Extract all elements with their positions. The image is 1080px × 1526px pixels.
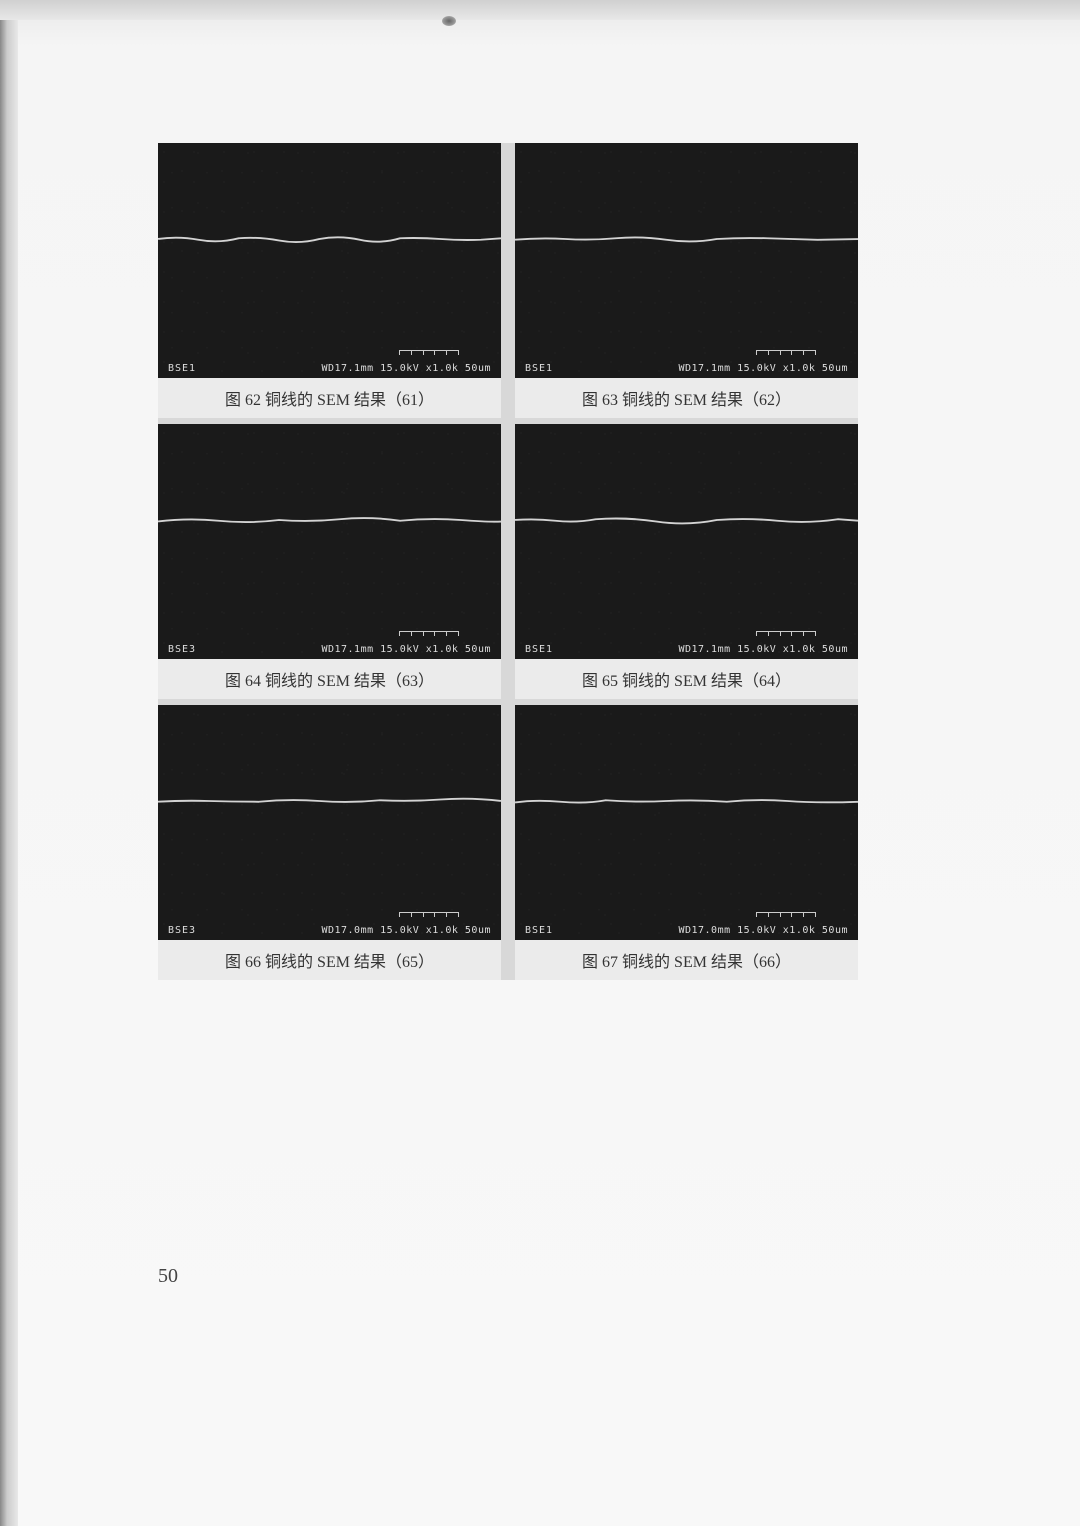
page-top-shadow [0,0,1080,20]
sem-scalebar [756,912,816,918]
sem-image: BSE3 WD17.1mm 15.0kV x1.0k 50um [158,424,501,659]
sem-noise-texture [158,705,501,940]
figure-65: BSE1 WD17.1mm 15.0kV x1.0k 50um 图 65 铜线的… [515,424,858,699]
sem-info-bar: BSE3 WD17.0mm 15.0kV x1.0k 50um [158,920,501,940]
sem-scalebar [756,350,816,356]
figure-63: BSE1 WD17.1mm 15.0kV x1.0k 50um 图 63 铜线的… [515,143,858,418]
figure-66: BSE3 WD17.0mm 15.0kV x1.0k 50um 图 66 铜线的… [158,705,501,980]
sem-noise-texture [158,424,501,659]
page-number: 50 [158,1265,178,1288]
sem-noise-texture [515,424,858,659]
figure-64: BSE3 WD17.1mm 15.0kV x1.0k 50um 图 64 铜线的… [158,424,501,699]
sem-info-bar: BSE1 WD17.1mm 15.0kV x1.0k 50um [158,358,501,378]
sem-scalebar [399,912,459,918]
sem-scalebar [399,631,459,637]
sem-image: BSE1 WD17.1mm 15.0kV x1.0k 50um [158,143,501,378]
sem-info-bar: BSE3 WD17.1mm 15.0kV x1.0k 50um [158,639,501,659]
figure-caption: 图 64 铜线的 SEM 结果（63） [158,659,501,699]
figure-62: BSE1 WD17.1mm 15.0kV x1.0k 50um 图 62 铜线的… [158,143,501,418]
sem-image: BSE1 WD17.1mm 15.0kV x1.0k 50um [515,143,858,378]
figure-caption: 图 67 铜线的 SEM 结果（66） [515,940,858,980]
sem-params-label: WD17.1mm 15.0kV x1.0k 50um [321,363,491,374]
sem-surface-profile [158,513,501,525]
sem-mode-label: BSE3 [168,925,196,936]
figure-caption: 图 63 铜线的 SEM 结果（62） [515,378,858,418]
sem-params-label: WD17.1mm 15.0kV x1.0k 50um [678,363,848,374]
sem-mode-label: BSE3 [168,644,196,655]
sem-params-label: WD17.1mm 15.0kV x1.0k 50um [321,644,491,655]
figure-caption: 图 66 铜线的 SEM 结果（65） [158,940,501,980]
figure-67: BSE1 WD17.0mm 15.0kV x1.0k 50um 图 67 铜线的… [515,705,858,980]
sem-info-bar: BSE1 WD17.1mm 15.0kV x1.0k 50um [515,358,858,378]
figure-caption: 图 65 铜线的 SEM 结果（64） [515,659,858,699]
sem-surface-profile [515,232,858,244]
sem-figure-grid: BSE1 WD17.1mm 15.0kV x1.0k 50um 图 62 铜线的… [158,143,858,980]
sem-info-bar: BSE1 WD17.1mm 15.0kV x1.0k 50um [515,639,858,659]
page-smudge [442,16,456,26]
sem-mode-label: BSE1 [525,644,553,655]
sem-noise-texture [515,143,858,378]
sem-scalebar [399,350,459,356]
sem-params-label: WD17.0mm 15.0kV x1.0k 50um [678,925,848,936]
sem-params-label: WD17.0mm 15.0kV x1.0k 50um [321,925,491,936]
sem-surface-profile [515,513,858,525]
sem-surface-profile [515,794,858,806]
sem-noise-texture [158,143,501,378]
sem-mode-label: BSE1 [168,363,196,374]
sem-surface-profile [158,794,501,806]
sem-image: BSE1 WD17.0mm 15.0kV x1.0k 50um [515,705,858,940]
figure-caption: 图 62 铜线的 SEM 结果（61） [158,378,501,418]
sem-image: BSE1 WD17.1mm 15.0kV x1.0k 50um [515,424,858,659]
sem-image: BSE3 WD17.0mm 15.0kV x1.0k 50um [158,705,501,940]
sem-surface-profile [158,232,501,244]
sem-params-label: WD17.1mm 15.0kV x1.0k 50um [678,644,848,655]
sem-noise-texture [515,705,858,940]
sem-scalebar [756,631,816,637]
page-binding-edge [0,0,18,1526]
sem-mode-label: BSE1 [525,363,553,374]
sem-info-bar: BSE1 WD17.0mm 15.0kV x1.0k 50um [515,920,858,940]
sem-mode-label: BSE1 [525,925,553,936]
